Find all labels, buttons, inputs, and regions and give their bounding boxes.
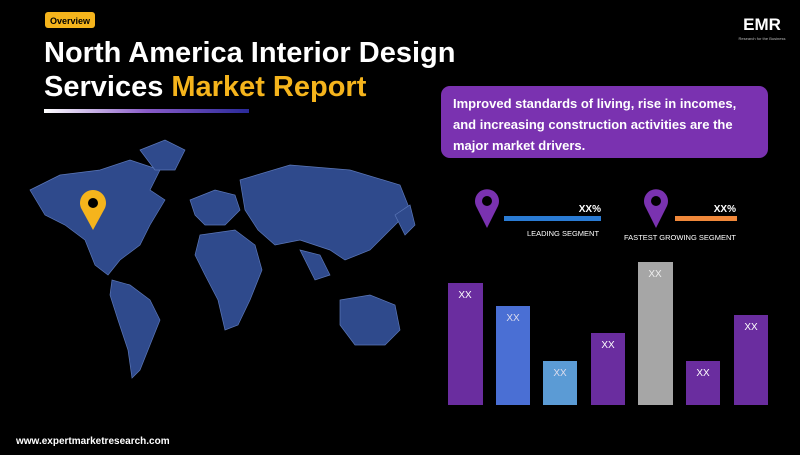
segment-label: LEADING SEGMENT <box>527 229 600 238</box>
callout-line: and increasing construction activities a… <box>453 117 733 132</box>
segment-value: XX% <box>714 204 736 215</box>
bar-label: XX <box>506 313 520 324</box>
title-highlight: Market Report <box>171 71 366 103</box>
bars: XX XX XX XX XX XX XX <box>448 262 768 405</box>
bar-label: XX <box>648 269 662 280</box>
title-white: Services <box>44 71 163 103</box>
bar <box>448 283 483 405</box>
bar <box>734 315 768 405</box>
map-pin <box>80 190 106 230</box>
fastest-segment: XX% FASTEST GROWING SEGMENT <box>624 189 737 242</box>
segment-value: XX% <box>579 204 601 215</box>
footer-website: www.expertmarketresearch.com <box>15 436 170 447</box>
segment-label: FASTEST GROWING SEGMENT <box>624 233 736 242</box>
badge <box>45 12 95 28</box>
bar-label: XX <box>696 368 710 379</box>
bar-label: XX <box>458 290 472 301</box>
bar <box>543 361 577 405</box>
bar <box>591 333 625 405</box>
bar-label: XX <box>553 368 567 379</box>
title-line2: Services Market Report <box>44 71 367 103</box>
bar-label: XX <box>601 340 615 351</box>
bar <box>686 361 720 405</box>
callout-line: Improved standards of living, rise in in… <box>453 96 736 111</box>
bar <box>496 306 530 405</box>
title-line1: North America Interior Design <box>44 37 455 69</box>
bar-label: XX <box>744 322 758 333</box>
logo-tagline: Research for the Business <box>739 36 786 41</box>
title-underline <box>44 109 249 113</box>
callout-box <box>441 86 768 158</box>
logo: EMR <box>743 15 781 34</box>
bar <box>638 262 673 405</box>
callout-line: major market drivers. <box>453 138 585 153</box>
world-map <box>29 139 416 379</box>
badge-text: Overview <box>50 16 91 26</box>
leading-segment: XX% LEADING SEGMENT <box>475 189 601 238</box>
